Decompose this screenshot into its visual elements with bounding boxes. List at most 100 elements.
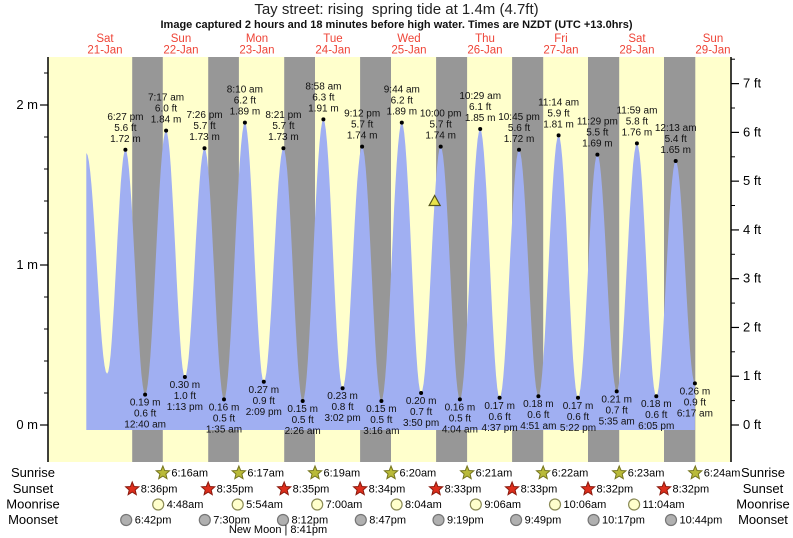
day-weekday-label: Tue [323,33,342,45]
tide-extreme-annotation: 5:35 am [599,416,635,427]
tide-extreme-dot [321,117,326,122]
tide-extreme-annotation: 1.74 m [347,131,378,142]
tide-extreme-annotation: 0.6 ft [645,410,667,421]
astro-row-label-left: Sunrise [11,465,55,480]
tide-extreme-annotation: 8:58 am [305,81,341,92]
tide-extreme-annotation: 7:17 am [148,93,184,104]
day-weekday-label: Sun [703,33,723,45]
astro-event-time: 6:42pm [135,515,172,527]
tide-extreme-annotation: 1.89 m [230,107,261,118]
moonset-circle-icon [509,513,523,527]
sunset-star-icon [124,480,141,496]
sunrise-star-icon [611,464,628,480]
right-axis-tick-label: 3 ft [743,271,761,286]
tide-extreme-dot [673,159,678,163]
moonset-circle-icon [354,513,367,527]
day-weekday-label: Fri [554,33,567,45]
day-weekday-label: Sun [171,33,191,45]
left-axis-tick-label: 1 m [16,257,38,272]
day-date-label: 24-Jan [315,45,350,57]
sunrise-star-icon [307,464,323,480]
tide-extreme-dot [222,397,226,402]
astro-row-label-left: Moonrise [6,497,59,512]
tide-extreme-annotation: 1:13 pm [167,402,203,413]
day-date-label: 28-Jan [619,45,654,57]
sunset-star-icon [504,480,520,496]
tide-extreme-dot [340,386,345,391]
tide-extreme-annotation: 6.3 ft [312,92,334,103]
tide-extreme-annotation: 6.2 ft [234,96,256,107]
tide-extreme-annotation: 9:44 am [384,85,420,96]
tide-extreme-dot [536,394,541,399]
tide-extreme-annotation: 0.17 m [484,401,515,412]
right-axis-tick-label: 5 ft [743,173,761,188]
astro-event-time: 6:16am [171,468,208,480]
astro-event-time: 10:06am [563,499,606,511]
chart-title: Tay street: rising spring tide at 1.4m (… [254,1,539,18]
right-axis-tick-label: 0 ft [743,417,761,432]
tide-extreme-annotation: 11:29 pm [577,117,618,128]
tide-extreme-annotation: 5.7 ft [272,121,294,132]
tide-extreme-annotation: 4:04 am [442,424,478,435]
tide-extreme-dot [242,120,247,125]
tide-extreme-dot [360,144,365,149]
tide-extreme-annotation: 0.23 m [327,391,358,402]
sunrise-star-icon [687,464,704,480]
tide-extreme-annotation: 0.18 m [523,399,554,410]
tide-extreme-annotation: 2:09 pm [246,407,282,418]
astro-event-time: 6:21am [476,468,513,480]
moonrise-circle-icon [548,498,562,511]
astro-event-time: 8:04am [405,499,442,511]
day-date-label: 21-Jan [87,45,122,57]
tide-extreme-annotation: 5.7 ft [193,121,215,132]
tide-extreme-annotation: 0.15 m [287,404,318,415]
right-axis-tick-label: 4 ft [743,222,761,237]
tide-extreme-annotation: 0.27 m [249,385,280,396]
tide-extreme-annotation: 5.8 ft [626,116,648,127]
tide-extreme-annotation: 1.89 m [387,107,418,118]
tide-extreme-annotation: 1.0 ft [174,391,196,402]
left-axis-tick-label: 0 m [16,417,38,432]
tide-extreme-annotation: 5.9 ft [547,108,569,119]
moonrise-circle-icon [311,498,324,511]
tide-extreme-annotation: 10:45 pm [498,112,540,123]
tide-extreme-dot [182,375,187,379]
tide-extreme-annotation: 0.16 m [209,402,240,413]
astro-event-time: 7:00am [326,499,363,511]
tide-extreme-annotation: 0.9 ft [253,396,275,407]
moonrise-circle-icon [152,498,165,511]
tide-extreme-annotation: 11:14 am [538,97,579,108]
astro-row-label-left: Sunset [13,481,54,496]
astro-event-time: 6:17am [247,468,284,480]
sunset-star-icon [428,480,444,496]
tide-extreme-dot [379,399,384,403]
astro-event-time: 8:34pm [369,484,406,496]
capture-time-marker-icon [428,194,442,207]
tide-extreme-annotation: 1.69 m [582,139,613,150]
tide-extreme-annotation: 6.0 ft [155,104,177,115]
tide-extreme-annotation: 1.74 m [425,131,456,142]
tide-extreme-annotation: 3:02 pm [325,413,361,424]
day-date-label: 27-Jan [543,45,578,57]
sunrise-star-icon [154,464,171,480]
tide-extreme-annotation: 0.5 ft [370,415,392,426]
tide-extreme-annotation: 5:22 pm [560,423,596,434]
tide-extreme-annotation: 0.5 ft [449,413,471,424]
tide-extreme-dot [123,147,128,152]
astro-event-time: 8:33pm [445,484,482,496]
moonset-circle-icon [198,513,211,527]
day-date-label: 23-Jan [239,45,274,57]
astro-event-time: 10:44pm [679,515,722,527]
tide-extreme-annotation: 11:59 am [616,105,657,116]
astro-event-time: 10:17pm [602,515,645,527]
moonrise-circle-icon [231,498,244,511]
tide-extreme-annotation: 0.6 ft [527,410,549,421]
moonset-circle-icon [276,513,290,527]
tide-extreme-annotation: 6.2 ft [391,96,413,107]
tide-extreme-annotation: 1.73 m [268,132,299,143]
tide-extreme-dot [300,399,305,403]
astro-event-time: 9:49pm [525,515,562,527]
tide-extreme-annotation: 0.18 m [641,399,672,410]
tide-extreme-annotation: 10:00 pm [420,109,462,120]
